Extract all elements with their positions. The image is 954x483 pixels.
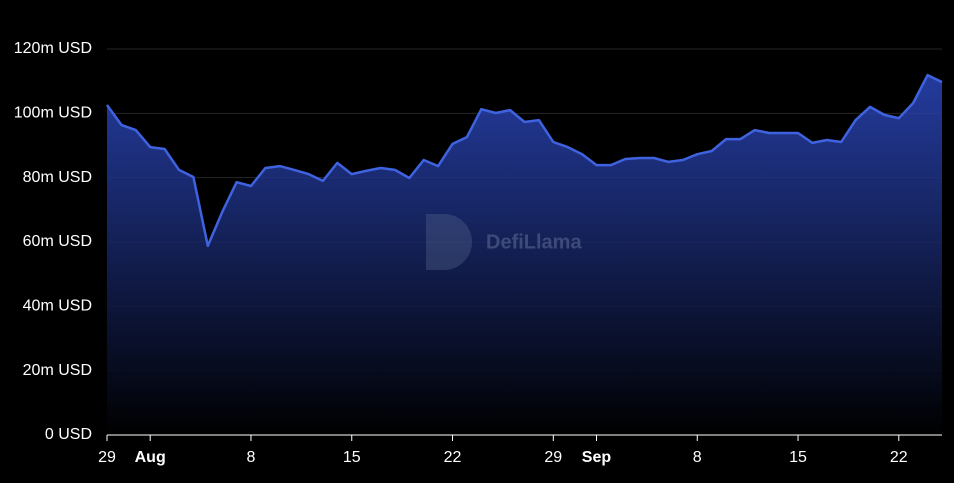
y-tick-label: 0 USD [45, 426, 92, 443]
y-tick-label: 40m USD [23, 298, 92, 315]
y-tick-label: 60m USD [23, 233, 92, 250]
area-fill [107, 75, 942, 435]
line [105, 73, 943, 248]
x-tick-label: Aug [135, 449, 166, 466]
x-tick-label: 29 [98, 449, 116, 466]
y-tick-label: 80m USD [23, 169, 92, 186]
x-tick-label: 29 [544, 449, 562, 466]
y-tick-label: 20m USD [23, 362, 92, 379]
x-tick-label: 15 [343, 449, 361, 466]
y-tick-label: 100m USD [14, 105, 92, 122]
watermark-logo [426, 214, 472, 270]
watermark-text: DefiLlama [486, 231, 582, 253]
watermark: DefiLlama [426, 214, 582, 270]
x-tick-label: 22 [444, 449, 462, 466]
x-tick-label: 8 [247, 449, 256, 466]
x-tick-label: 22 [890, 449, 908, 466]
y-tick-label: 120m USD [14, 40, 92, 57]
x-tick-label: 8 [693, 449, 702, 466]
x-tick-label: 15 [789, 449, 807, 466]
x-tick-label: Sep [582, 449, 612, 466]
